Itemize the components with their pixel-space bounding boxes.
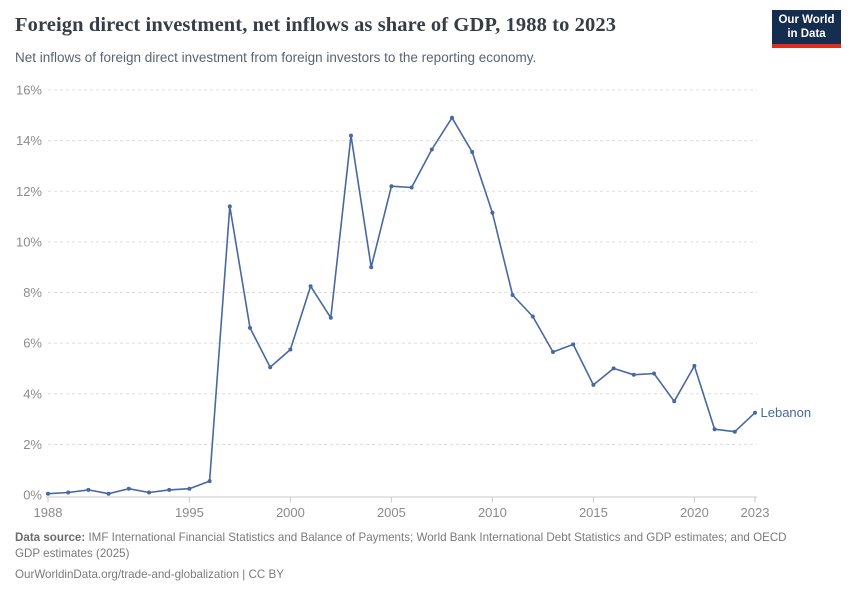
data-point[interactable] [571, 342, 576, 347]
data-point[interactable] [551, 350, 555, 354]
data-point[interactable] [470, 150, 475, 154]
data-source-text: IMF International Financial Statistics a… [15, 531, 787, 560]
x-axis-tick-label: 2005 [377, 505, 406, 520]
x-axis-tick-label: 1995 [175, 505, 204, 520]
x-axis-tick-label: 2020 [680, 505, 709, 520]
data-point[interactable] [692, 363, 697, 368]
x-axis-tick-label: 2000 [276, 505, 305, 520]
data-point[interactable] [429, 147, 434, 152]
x-axis-tick-label: 2015 [579, 505, 608, 520]
chart-subtitle: Net inflows of foreign direct investment… [15, 50, 537, 65]
data-line-lebanon[interactable] [47, 117, 756, 495]
x-axis-tick-label: 1988 [34, 505, 63, 520]
owid-logo[interactable]: Our World in Data [772, 10, 841, 48]
data-point[interactable] [450, 115, 454, 120]
data-point[interactable] [631, 372, 636, 377]
y-axis-tick-label: 8% [23, 285, 42, 300]
data-point[interactable] [753, 410, 757, 415]
data-point[interactable] [126, 486, 131, 491]
data-point[interactable] [308, 284, 313, 289]
data-point[interactable] [268, 365, 273, 370]
data-point[interactable] [227, 204, 232, 209]
canonical-url-line[interactable]: OurWorldinData.org/trade-and-globalizati… [15, 568, 284, 581]
y-axis-tick-label: 6% [23, 336, 42, 351]
y-axis-tick-label: 16% [16, 83, 42, 98]
owid-logo-line1: Our World [778, 14, 835, 26]
data-point[interactable] [672, 399, 677, 404]
y-axis-tick-label: 2% [23, 437, 42, 452]
y-axis-tick-label: 10% [16, 234, 42, 249]
data-point[interactable] [732, 429, 737, 434]
x-axis-tick-label: 2023 [741, 505, 770, 520]
data-source-label: Data source: [15, 531, 86, 544]
data-point[interactable] [147, 490, 151, 495]
data-point[interactable] [86, 487, 91, 492]
entity-label-lebanon[interactable]: Lebanon [761, 405, 812, 420]
data-point[interactable] [66, 490, 71, 495]
y-axis-tick-label: 14% [16, 133, 42, 148]
data-point[interactable] [187, 486, 192, 491]
data-point[interactable] [369, 265, 374, 270]
y-axis-tick-label: 0% [23, 488, 42, 503]
data-point[interactable] [652, 371, 656, 376]
x-axis-tick-label: 2010 [478, 505, 507, 520]
data-point[interactable] [389, 184, 394, 189]
chart-canvas[interactable]: 0% 2% 4% 6% 8% 10% 12% 14% 16% 1988 1995 2000 2005 20… [0, 78, 850, 528]
data-point[interactable] [712, 427, 717, 432]
y-axis-tick-label: 4% [23, 386, 42, 401]
data-point[interactable] [106, 491, 111, 496]
data-point[interactable] [167, 487, 172, 492]
data-point[interactable] [530, 314, 535, 319]
data-point[interactable] [349, 133, 353, 138]
data-point[interactable] [46, 491, 50, 496]
data-point[interactable] [611, 366, 616, 371]
data-source-line: Data source: IMF International Financial… [15, 530, 810, 561]
data-point[interactable] [248, 325, 252, 330]
data-point[interactable] [510, 293, 515, 297]
data-point[interactable] [207, 479, 212, 484]
chart-footer: Data source: IMF International Financial… [15, 530, 810, 583]
line-chart[interactable]: 0% 2% 4% 6% 8% 10% 12% 14% 16% 1988 1995 2000 2005 20… [0, 78, 850, 528]
data-point[interactable] [409, 185, 414, 190]
data-point[interactable] [288, 347, 293, 352]
data-point[interactable] [328, 315, 333, 320]
y-axis-tick-label: 12% [16, 184, 42, 199]
data-point[interactable] [591, 382, 596, 387]
page-title: Foreign direct investment, net inflows a… [15, 14, 617, 36]
owid-logo-line2: in Data [787, 28, 826, 40]
data-point[interactable] [490, 210, 495, 215]
